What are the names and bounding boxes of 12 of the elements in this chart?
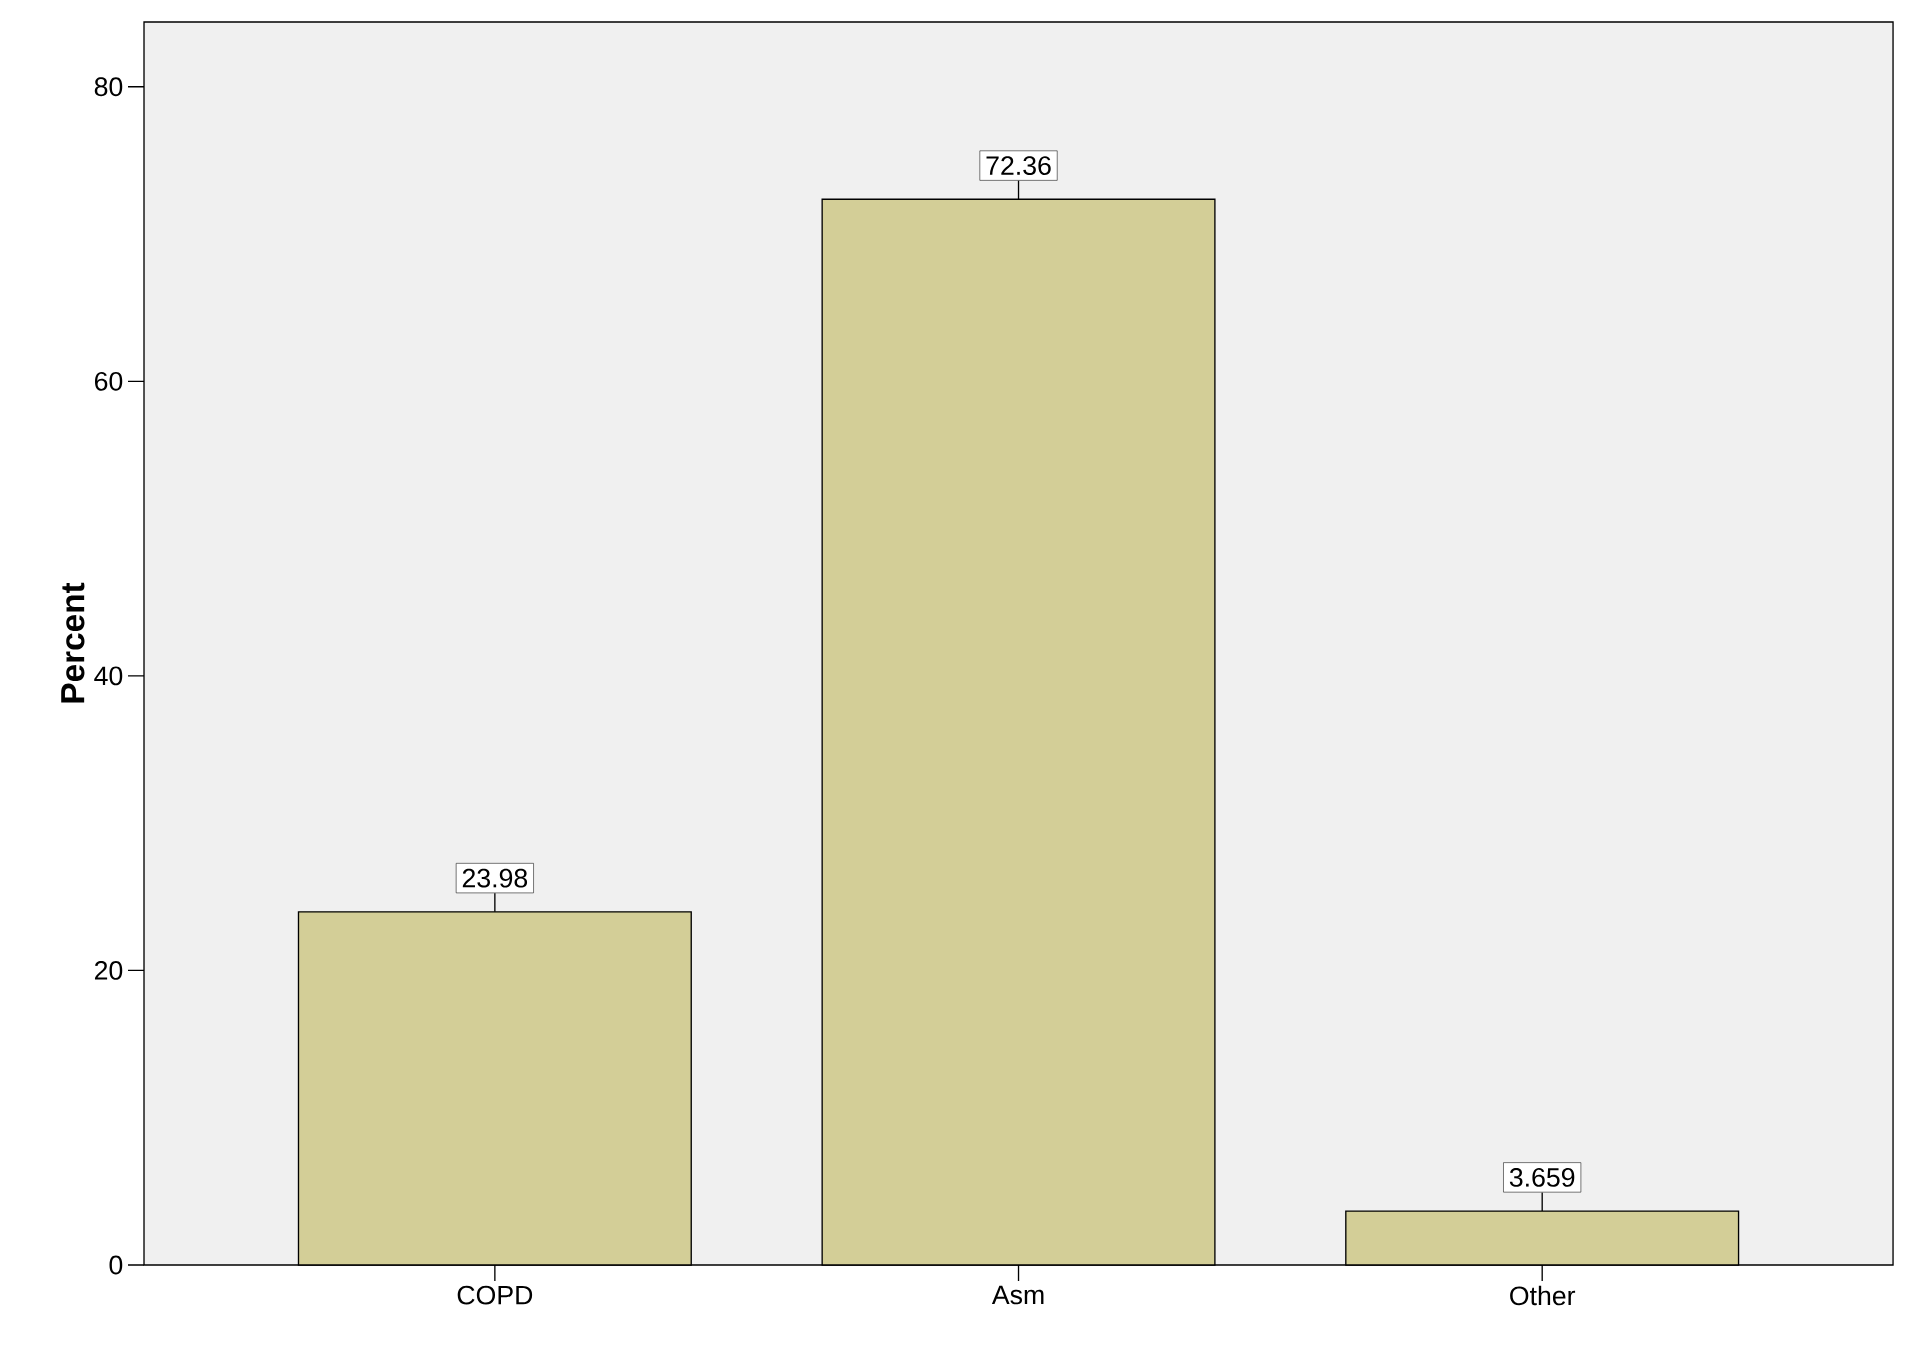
x-tick-label: Other [1510, 1285, 1576, 1306]
x-tick-label: Asm [991, 1285, 1044, 1305]
y-tick-label: 40 [94, 666, 123, 686]
x-tick-label: COPD [457, 1285, 533, 1305]
y-tick-label: 80 [94, 77, 123, 97]
data-label: 72.36 [986, 156, 1051, 176]
data-label: 3.659 [1509, 1167, 1575, 1187]
y-tick-label: 60 [94, 371, 123, 391]
y-tick-label: 0 [109, 1255, 123, 1275]
y-axis-title: Percent [61, 582, 85, 703]
y-tick-label: 20 [94, 961, 123, 980]
data-label: 23.98 [462, 868, 528, 888]
